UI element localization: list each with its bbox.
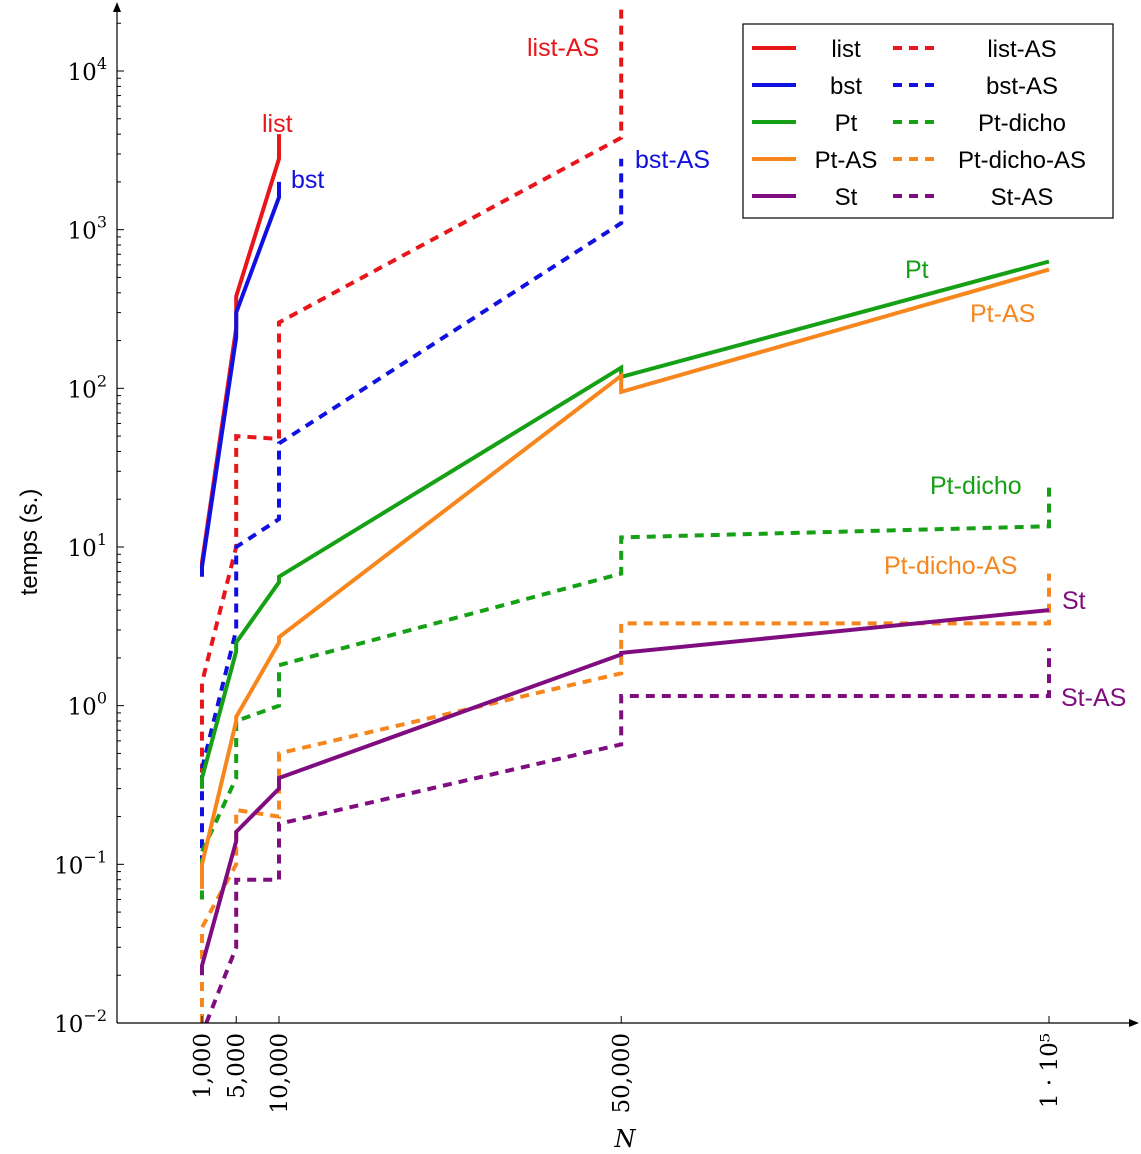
y-tick-label: 100	[68, 689, 107, 721]
legend-label-Pt-dicho: Pt-dicho	[978, 110, 1066, 137]
y-axis-arrow	[113, 2, 121, 12]
legend-label-Pt-dicho-AS: Pt-dicho-AS	[958, 147, 1086, 174]
series-line-bst	[200, 181, 281, 577]
series-line-Pt	[200, 259, 1050, 789]
x-ticks: 1,000 5,000 10,000 50,000 1 · 10⁵	[190, 1016, 1063, 1113]
legend-label-bst: bst	[830, 73, 862, 100]
x-axis-title: N	[614, 1125, 637, 1153]
series-label-list: list	[262, 110, 293, 138]
x-tick-label: 1 · 10⁵	[1037, 1033, 1063, 1108]
y-tick-label: 10−2	[54, 1006, 107, 1038]
x-tick-label: 10,000	[267, 1033, 293, 1113]
series-label-Pt: Pt	[905, 256, 929, 284]
x-axis-arrow	[1129, 1019, 1139, 1027]
y-tick-label: 10−1	[54, 847, 107, 879]
y-tick-label: 103	[68, 213, 107, 245]
series-line-St	[200, 608, 1050, 976]
legend-label-St: St	[835, 184, 858, 211]
series-line-St-AS	[204, 648, 1051, 1023]
series-labels: list bst Pt Pt-AS St list-AS bst-AS Pt-dicho Pt-…	[262, 34, 1126, 712]
series-label-Pt-dicho-AS: Pt-dicho-AS	[884, 552, 1017, 580]
x-tick-label: 50,000	[609, 1033, 635, 1113]
legend-label-list-AS: list-AS	[987, 36, 1056, 63]
series-label-Pt-AS: Pt-AS	[970, 300, 1035, 328]
series-line-Pt-dicho	[200, 483, 1051, 900]
legend-label-bst-AS: bst-AS	[986, 73, 1058, 100]
series-label-Pt-dicho: Pt-dicho	[930, 472, 1022, 500]
legend-label-Pt-AS: Pt-AS	[815, 147, 878, 174]
series-label-St: St	[1062, 587, 1086, 615]
y-tick-label: 101	[68, 530, 107, 562]
series-label-bst: bst	[291, 166, 324, 194]
series-line-Pt-dicho-AS	[200, 573, 1051, 1023]
y-axis-title: temps (s.)	[16, 489, 43, 596]
y-tick-label: 102	[68, 371, 107, 403]
axes	[113, 2, 1139, 1027]
x-tick-label: 1,000	[190, 1033, 216, 1099]
series-line-bst-AS	[200, 158, 624, 865]
series-label-St-AS: St-AS	[1061, 684, 1126, 712]
legend-label-list: list	[831, 36, 861, 63]
series-line-list	[200, 134, 281, 572]
series-line-Pt-AS	[200, 267, 1050, 889]
x-tick-label: 5,000	[224, 1033, 250, 1099]
series-label-list-AS: list-AS	[527, 34, 599, 62]
legend: list list-AS bst bst-AS Pt Pt-dicho Pt-AS Pt-di…	[742, 23, 1114, 219]
series-line-list-AS	[200, 8, 624, 789]
legend-label-Pt: Pt	[835, 110, 858, 137]
series-layer	[200, 8, 1051, 1023]
legend-label-St-AS: St-AS	[991, 184, 1054, 211]
series-label-bst-AS: bst-AS	[635, 146, 710, 174]
y-tick-label: 104	[68, 54, 107, 86]
y-ticks: 10−2 10−1 100 101 102 103 104	[54, 22, 124, 1038]
